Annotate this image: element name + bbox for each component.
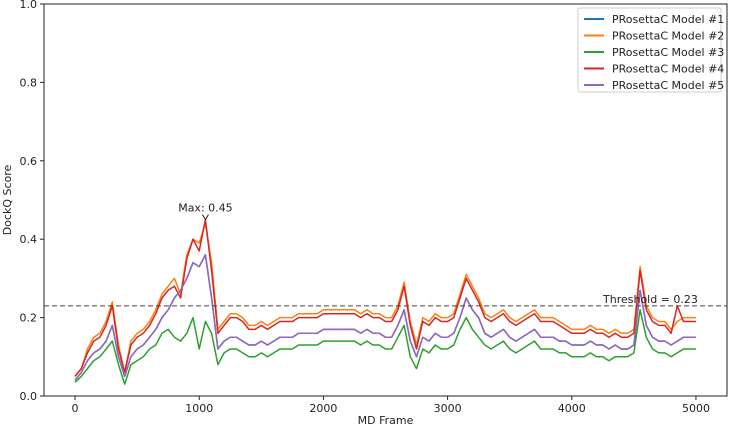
y-axis-label: DockQ Score <box>1 164 14 235</box>
series-line-3 <box>74 309 696 385</box>
x-tick-label: 1000 <box>185 402 213 415</box>
legend-box <box>577 7 722 93</box>
x-tick-label: 2000 <box>309 402 337 415</box>
x-tick-label: 0 <box>72 402 79 415</box>
y-tick-label: 0.4 <box>20 233 38 246</box>
y-tick-label: 0.0 <box>20 390 38 403</box>
series-line-2 <box>74 222 696 377</box>
plot-frame <box>43 3 728 397</box>
threshold-label: Threshold = 0.23 <box>602 293 698 306</box>
max-annotation-label: Max: 0.45 <box>178 202 232 215</box>
series-layer <box>74 218 696 385</box>
y-axis: 0.0 0.2 0.4 0.6 0.8 1.0 <box>20 0 44 403</box>
legend: PRosettaC Model #1 PRosettaC Model #2 PRos… <box>577 7 724 93</box>
y-tick-label: 0.8 <box>20 76 38 89</box>
legend-entry: PRosettaC Model #1 <box>612 13 724 26</box>
y-tick-label: 0.6 <box>20 155 38 168</box>
y-tick-label: 1.0 <box>20 0 38 11</box>
y-tick-label: 0.2 <box>20 312 38 325</box>
series-line-5 <box>74 254 696 381</box>
legend-entry: PRosettaC Model #2 <box>612 30 724 43</box>
x-tick-label: 4000 <box>558 402 586 415</box>
series-line-4 <box>74 218 696 377</box>
max-annotation-arrow <box>202 214 209 221</box>
x-axis-label: MD Frame <box>358 414 414 426</box>
x-axis: 0 1000 2000 3000 4000 5000 <box>72 396 710 415</box>
x-tick-label: 5000 <box>682 402 710 415</box>
legend-entry: PRosettaC Model #5 <box>612 79 724 92</box>
legend-entry: PRosettaC Model #3 <box>612 46 724 59</box>
x-tick-label: 3000 <box>434 402 462 415</box>
legend-entry: PRosettaC Model #4 <box>612 63 724 76</box>
